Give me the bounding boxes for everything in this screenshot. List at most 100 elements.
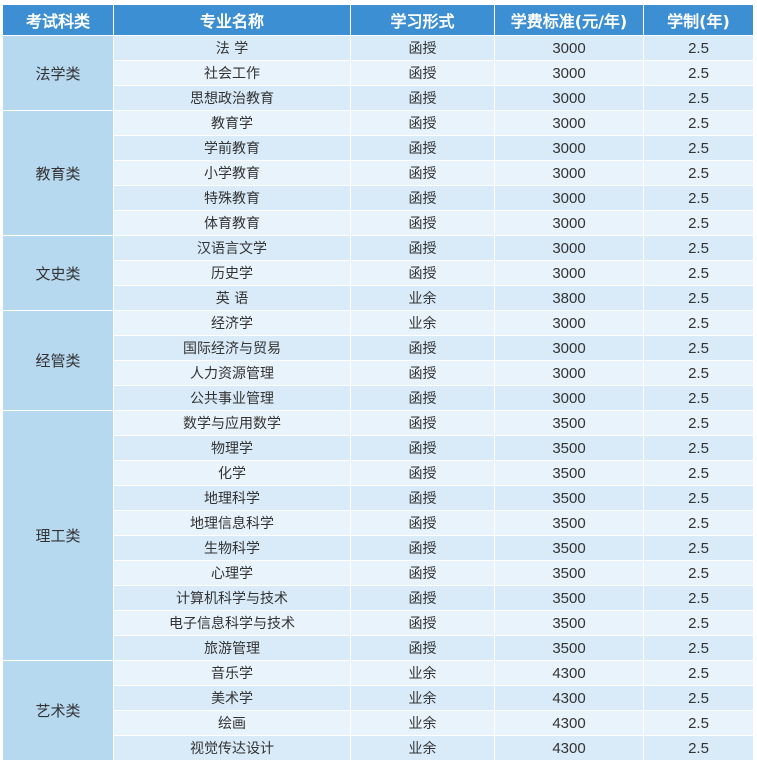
study-mode-cell: 函授 xyxy=(350,360,495,386)
table-row: 思想政治教育 函授 3000 2.5 xyxy=(3,85,754,111)
duration-cell: 2.5 xyxy=(643,610,754,636)
category-cell: 法学类 xyxy=(2,35,114,111)
duration-cell: 2.5 xyxy=(643,435,754,461)
major-name-cell: 心理学 xyxy=(113,560,351,586)
duration-cell: 2.5 xyxy=(643,235,754,261)
table-row: 学前教育 函授 3000 2.5 xyxy=(3,135,754,161)
tuition-cell: 3000 xyxy=(494,60,644,86)
study-mode-cell: 函授 xyxy=(350,235,495,261)
table-row: 旅游管理 函授 3500 2.5 xyxy=(3,635,754,661)
study-mode-cell: 函授 xyxy=(350,610,495,636)
header-category: 考试科类 xyxy=(2,4,114,36)
duration-cell: 2.5 xyxy=(643,535,754,561)
tuition-cell: 3500 xyxy=(494,635,644,661)
table-row: 历史学 函授 3000 2.5 xyxy=(3,260,754,286)
duration-cell: 2.5 xyxy=(643,710,754,736)
major-name-cell: 英 语 xyxy=(113,285,351,311)
tuition-cell: 3500 xyxy=(494,485,644,511)
table-row: 地理科学 函授 3500 2.5 xyxy=(3,485,754,511)
table-row: 体育教育 函授 3000 2.5 xyxy=(3,210,754,236)
header-duration: 学制(年) xyxy=(643,4,754,36)
study-mode-cell: 函授 xyxy=(350,260,495,286)
duration-cell: 2.5 xyxy=(643,310,754,336)
duration-cell: 2.5 xyxy=(643,285,754,311)
study-mode-cell: 函授 xyxy=(350,535,495,561)
table-row: 国际经济与贸易 函授 3000 2.5 xyxy=(3,335,754,361)
tuition-cell: 3000 xyxy=(494,35,644,61)
study-mode-cell: 函授 xyxy=(350,460,495,486)
study-mode-cell: 业余 xyxy=(350,735,495,761)
study-mode-cell: 函授 xyxy=(350,410,495,436)
major-name-cell: 社会工作 xyxy=(113,60,351,86)
duration-cell: 2.5 xyxy=(643,335,754,361)
table-row: 计算机科学与技术 函授 3500 2.5 xyxy=(3,585,754,611)
major-name-cell: 体育教育 xyxy=(113,210,351,236)
study-mode-cell: 函授 xyxy=(350,335,495,361)
tuition-cell: 4300 xyxy=(494,685,644,711)
major-name-cell: 计算机科学与技术 xyxy=(113,585,351,611)
tuition-cell: 4300 xyxy=(494,660,644,686)
study-mode-cell: 函授 xyxy=(350,185,495,211)
table-row: 绘画 业余 4300 2.5 xyxy=(3,710,754,736)
table-body: 法学类法 学函授 3000 2.5 社会工作 函授 3000 2.5 思想政治教育 函授 3000… xyxy=(2,35,754,761)
tuition-cell: 3000 xyxy=(494,310,644,336)
category-cell: 理工类 xyxy=(2,410,114,661)
study-mode-cell: 业余 xyxy=(350,660,495,686)
study-mode-cell: 函授 xyxy=(350,485,495,511)
major-name-cell: 物理学 xyxy=(113,435,351,461)
duration-cell: 2.5 xyxy=(643,210,754,236)
tuition-cell: 3500 xyxy=(494,610,644,636)
study-mode-cell: 业余 xyxy=(350,710,495,736)
duration-cell: 2.5 xyxy=(643,110,754,136)
major-name-cell: 学前教育 xyxy=(113,135,351,161)
duration-cell: 2.5 xyxy=(643,635,754,661)
table-row: 文史类 汉语言文学 函授 3000 2.5 xyxy=(2,235,754,311)
tuition-cell: 3000 xyxy=(494,335,644,361)
table-row: 理工类 数学与应用数学 函授 3500 2.5 xyxy=(2,410,754,661)
table-row: 心理学 函授 3500 2.5 xyxy=(3,560,754,586)
tuition-cell: 3000 xyxy=(494,185,644,211)
duration-cell: 2.5 xyxy=(643,735,754,761)
tuition-cell: 3000 xyxy=(494,260,644,286)
table-row: 英 语业余 3800 2.5 xyxy=(3,285,754,311)
duration-cell: 2.5 xyxy=(643,135,754,161)
table-row: 生物科学 函授 3500 2.5 xyxy=(3,535,754,561)
tuition-cell: 4300 xyxy=(494,735,644,761)
tuition-cell: 3000 xyxy=(494,210,644,236)
study-mode-cell: 函授 xyxy=(350,435,495,461)
category-cell: 文史类 xyxy=(2,235,114,311)
tuition-cell: 3500 xyxy=(494,460,644,486)
major-name-cell: 公共事业管理 xyxy=(113,385,351,411)
fee-table: 考试科类 专业名称 学习形式 学费标准(元/年) 学制(年) 法学类法 学函授 3… xyxy=(2,4,754,761)
tuition-cell: 3500 xyxy=(494,585,644,611)
study-mode-cell: 业余 xyxy=(350,285,495,311)
major-name-cell: 国际经济与贸易 xyxy=(113,335,351,361)
tuition-cell: 3800 xyxy=(494,285,644,311)
header-tuition: 学费标准(元/年) xyxy=(494,4,644,36)
major-name-cell: 思想政治教育 xyxy=(113,85,351,111)
duration-cell: 2.5 xyxy=(643,360,754,386)
header-major: 专业名称 xyxy=(113,4,351,36)
study-mode-cell: 函授 xyxy=(350,60,495,86)
major-name-cell: 地理科学 xyxy=(113,485,351,511)
tuition-cell: 3000 xyxy=(494,385,644,411)
duration-cell: 2.5 xyxy=(643,185,754,211)
study-mode-cell: 函授 xyxy=(350,85,495,111)
duration-cell: 2.5 xyxy=(643,260,754,286)
header-study-mode: 学习形式 xyxy=(350,4,495,36)
tuition-cell: 3500 xyxy=(494,435,644,461)
duration-cell: 2.5 xyxy=(643,60,754,86)
study-mode-cell: 业余 xyxy=(350,310,495,336)
major-name-cell: 人力资源管理 xyxy=(113,360,351,386)
tuition-cell: 3000 xyxy=(494,160,644,186)
major-name-cell: 历史学 xyxy=(113,260,351,286)
major-name-cell: 汉语言文学 xyxy=(113,235,351,261)
category-cell: 教育类 xyxy=(2,110,114,236)
major-name-cell: 经济学 xyxy=(113,310,351,336)
table-row: 化学 函授 3500 2.5 xyxy=(3,460,754,486)
table-row: 法学类法 学函授 3000 2.5 xyxy=(2,35,754,111)
table-row: 地理信息科学 函授 3500 2.5 xyxy=(3,510,754,536)
major-name-cell: 生物科学 xyxy=(113,535,351,561)
duration-cell: 2.5 xyxy=(643,510,754,536)
duration-cell: 2.5 xyxy=(643,585,754,611)
